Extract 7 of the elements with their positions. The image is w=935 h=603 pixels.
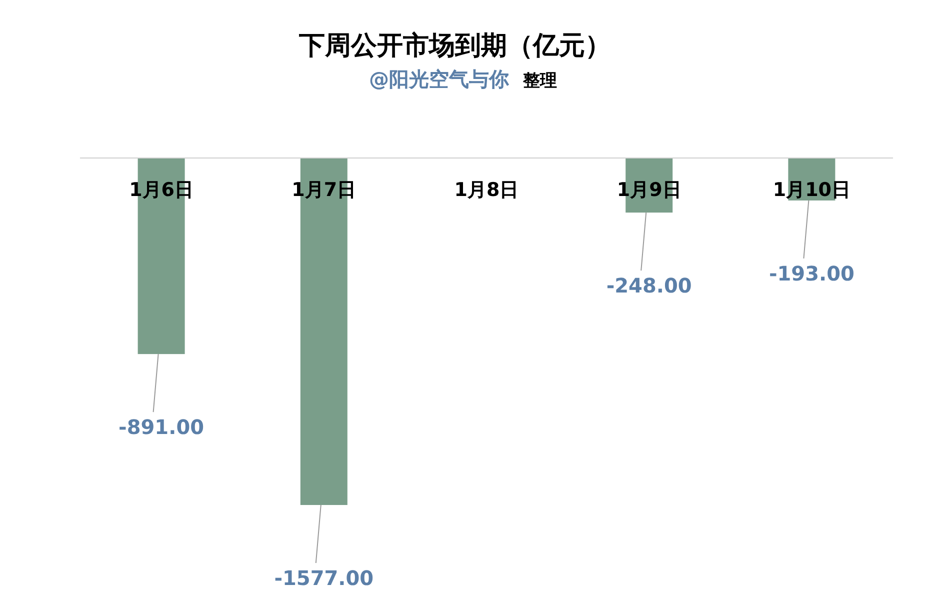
data-label: -891.00 — [118, 415, 204, 440]
data-label: -193.00 — [768, 261, 854, 286]
data-label: -1577.00 — [274, 566, 374, 590]
chart-subtitle: @阳光空气与你 整理 — [369, 67, 557, 91]
data-label: -248.00 — [606, 274, 692, 298]
chart-title: 下周公开市场到期（亿元） — [298, 31, 611, 61]
x-tick-label: 1月8日 — [454, 179, 519, 201]
